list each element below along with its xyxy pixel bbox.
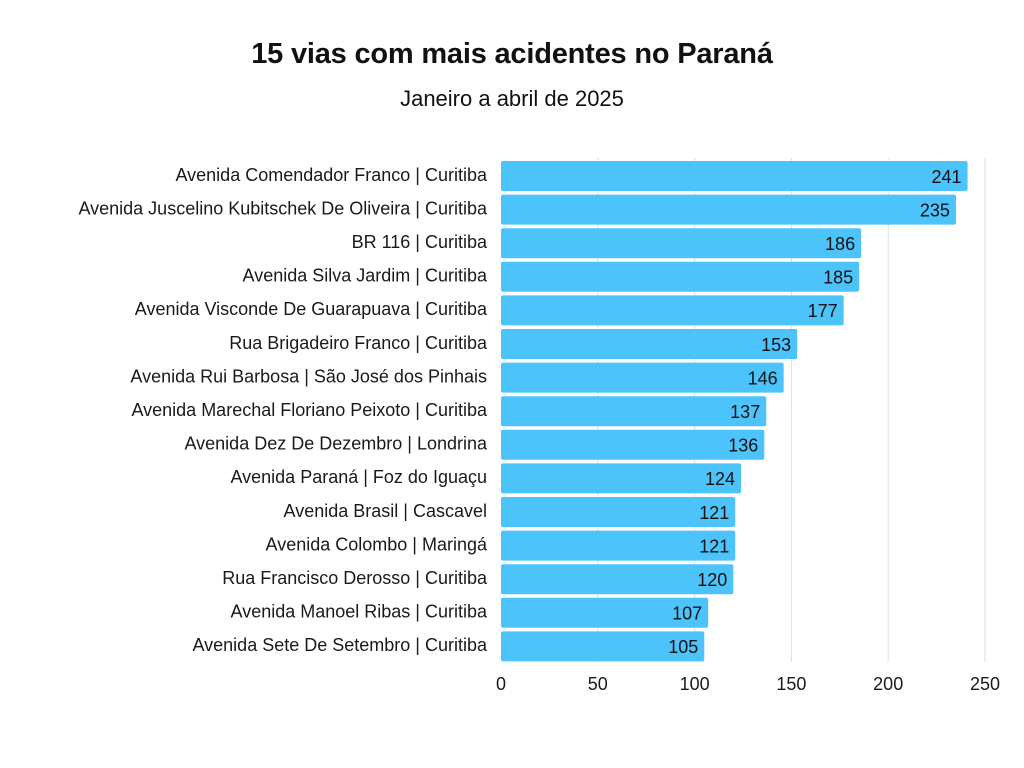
x-tick-label: 250 [970,674,1000,694]
category-label: Avenida Visconde De Guarapuava | Curitib… [135,299,488,319]
bar [501,463,742,494]
bar [501,564,734,595]
bar-layer [501,161,968,662]
bar [501,295,844,326]
bar-value-label: 185 [823,268,853,288]
bar [501,396,767,427]
x-tick-label: 100 [680,674,710,694]
x-tick-label: 50 [588,674,608,694]
bar [501,362,784,393]
category-label: Rua Brigadeiro Franco | Curitiba [229,333,488,353]
bar [501,497,736,527]
bar-value-label: 120 [697,570,727,590]
category-label: Avenida Dez De Dezembro | Londrina [184,434,488,454]
category-label: Rua Francisco Derosso | Curitiba [222,568,488,588]
chart-title: 15 vias com mais acidentes no Paraná [251,38,773,70]
category-label: Avenida Juscelino Kubitschek De Oliveira… [78,198,488,218]
category-label: Avenida Rui Barbosa | São José dos Pinha… [130,366,487,386]
bar-value-label: 121 [699,503,729,523]
bar-value-label: 186 [825,234,855,254]
bar [501,194,956,225]
bar-value-label: 235 [920,200,950,220]
category-label: Avenida Paraná | Foz do Iguaçu [230,467,487,487]
x-axis: 0 50 100 150 200 250 [496,674,1000,694]
bar-value-label: 107 [672,604,702,624]
label-layer: 241 Avenida Comendador Franco | Curitiba 2… [78,165,961,657]
x-tick-label: 150 [776,674,806,694]
bar-value-label: 124 [705,469,735,489]
bar [501,429,765,460]
chart-subtitle: Janeiro a abril de 2025 [400,86,624,111]
category-label: Avenida Marechal Floriano Peixoto | Curi… [131,400,488,420]
bar-value-label: 105 [668,637,698,657]
bar [501,530,736,561]
bar-value-label: 121 [699,536,729,556]
category-label: Avenida Comendador Franco | Curitiba [175,165,488,185]
bar-value-label: 153 [761,335,791,355]
bar [501,631,705,662]
bar-value-label: 146 [748,368,778,388]
bar [501,597,709,628]
category-label: Avenida Colombo | Maringá [266,534,488,554]
x-tick-label: 0 [496,674,506,694]
category-label: Avenida Manoel Ribas | Curitiba [231,602,488,622]
bar [501,261,860,292]
bar-value-label: 241 [932,167,962,187]
x-tick-label: 200 [873,674,903,694]
bar [501,329,798,359]
category-label: Avenida Silva Jardim | Curitiba [243,266,488,286]
bar-value-label: 136 [728,436,758,456]
bar-value-label: 177 [808,301,838,321]
category-label: Avenida Sete De Setembro | Curitiba [192,635,487,655]
bar-value-label: 137 [730,402,760,422]
bar [501,161,968,191]
category-label: Avenida Brasil | Cascavel [284,501,487,521]
category-label: BR 116 | Curitiba [352,232,488,252]
bar [501,228,862,259]
